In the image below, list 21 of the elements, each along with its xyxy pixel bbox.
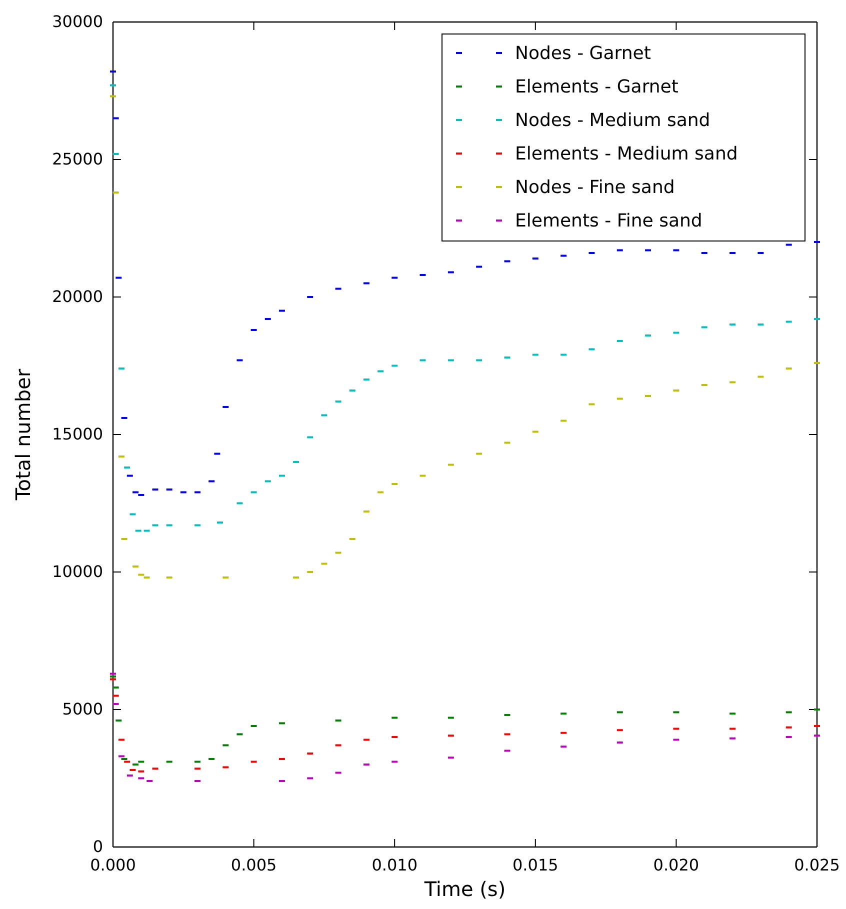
y-tick-label: 5000 <box>62 700 103 719</box>
y-tick-label: 0 <box>92 837 103 856</box>
y-tick-label: 25000 <box>52 150 103 169</box>
y-tick-label: 20000 <box>52 287 103 306</box>
legend-label: Nodes - Garnet <box>515 43 651 64</box>
x-tick-label: 0.025 <box>794 855 840 874</box>
x-tick-label: 0.020 <box>653 855 700 874</box>
legend-label: Nodes - Medium sand <box>515 110 710 131</box>
y-tick-label: 15000 <box>52 424 103 444</box>
x-tick-label: 0.005 <box>230 855 277 874</box>
legend-label: Nodes - Fine sand <box>515 177 675 198</box>
x-tick-label: 0.015 <box>512 855 558 874</box>
legend-label: Elements - Garnet <box>515 76 678 98</box>
y-axis-title: Total number <box>11 368 35 502</box>
x-tick-label: 0.000 <box>90 855 136 874</box>
x-axis-title: Time (s) <box>423 877 506 901</box>
x-tick-label: 0.010 <box>372 855 418 874</box>
legend-label: Elements - Medium sand <box>515 144 738 164</box>
y-tick-label: 30000 <box>52 12 103 32</box>
y-tick-label: 10000 <box>52 562 103 582</box>
legend-label: Elements - Fine sand <box>515 210 702 232</box>
